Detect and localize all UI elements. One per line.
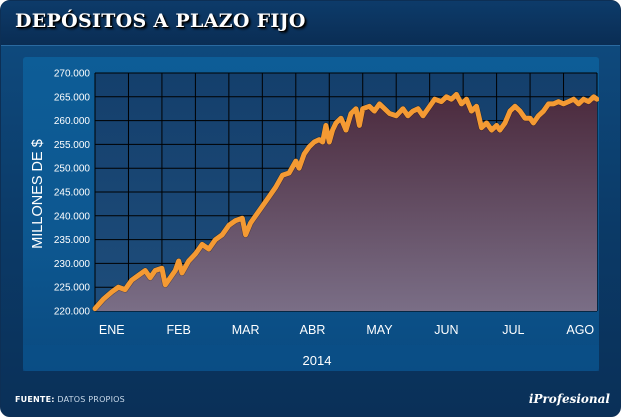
x-tick-label: MAY	[366, 323, 393, 337]
y-tick-label: 235.000	[54, 235, 91, 246]
series-area	[95, 94, 597, 312]
y-tick-label: 240.000	[54, 211, 91, 222]
header-bar: DEPÓSITOS A PLAZO FIJO	[1, 1, 620, 46]
y-tick-label: 230.000	[54, 259, 91, 270]
y-tick-label: 265.000	[54, 92, 91, 103]
area-chart: 220.000 225.000 230.000 235.000 240.000 245.0…	[23, 69, 599, 371]
x-tick-label: ABR	[300, 323, 326, 337]
page-title: DEPÓSITOS A PLAZO FIJO	[15, 10, 306, 32]
source-note: FUENTE: DATOS PROPIOS	[15, 395, 125, 404]
y-tick-label: 255.000	[54, 140, 91, 151]
x-tick-label: ENE	[99, 323, 125, 337]
y-tick-label: 225.000	[54, 283, 91, 294]
x-axis-label: 2014	[303, 353, 332, 368]
x-tick-label: AGO	[566, 323, 594, 337]
y-tick-label: 250.000	[54, 164, 91, 175]
y-tick-label: 245.000	[54, 188, 91, 199]
y-tick-labels: 220.000 225.000 230.000 235.000 240.000 245.0…	[54, 69, 91, 318]
y-tick-label: 220.000	[54, 307, 91, 318]
x-tick-labels: ENE FEB MAR ABR MAY JUN JUL AGO	[99, 323, 595, 337]
x-tick-label: FEB	[167, 323, 191, 337]
source-value: DATOS PROPIOS	[57, 395, 125, 404]
y-axis-label: MILLONES DE $	[30, 139, 46, 249]
series-line	[92, 91, 599, 312]
brand-logo: iProfesional	[528, 392, 610, 406]
x-tick-label: JUN	[434, 323, 458, 337]
x-tick-label: JUL	[502, 323, 524, 337]
x-tick-label: MAR	[232, 323, 260, 337]
y-tick-label: 260.000	[54, 116, 91, 127]
x-axis-year-band	[23, 345, 599, 371]
source-label: FUENTE:	[15, 395, 55, 404]
y-tick-label: 270.000	[54, 69, 91, 80]
chart-panel: 220.000 225.000 230.000 235.000 240.000 245.0…	[23, 57, 599, 371]
